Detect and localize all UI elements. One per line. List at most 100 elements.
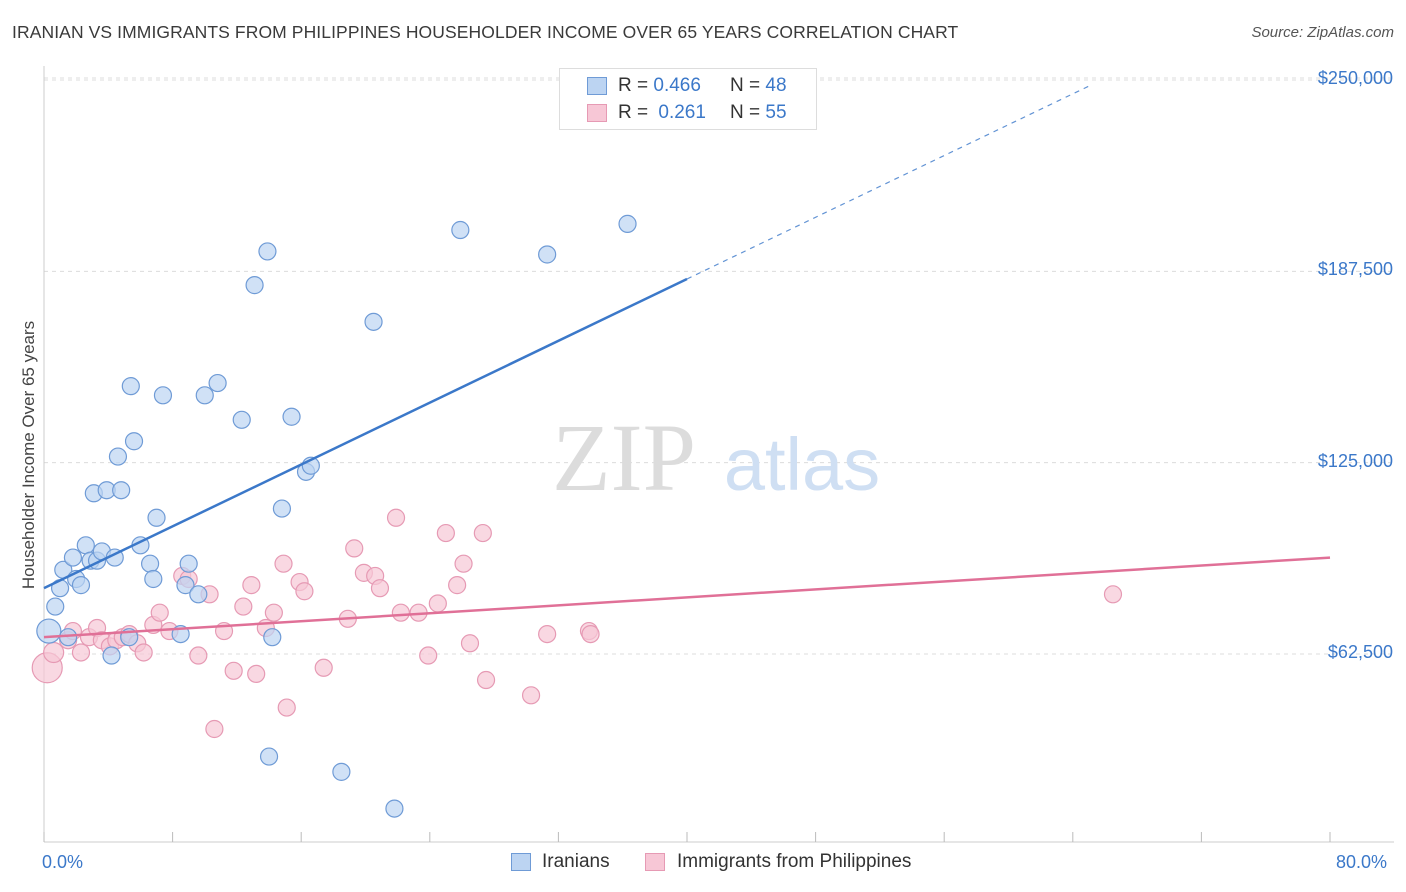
philippines-point-46 — [454, 554, 473, 573]
philippines-point-39 — [386, 508, 406, 527]
iranian-point-33 — [245, 276, 264, 295]
iranian-point-16 — [108, 447, 128, 466]
iranian-point-20 — [124, 432, 144, 451]
philippines-point-38 — [370, 579, 390, 598]
legend-r-label: R = — [618, 102, 649, 123]
iranian-point-41 — [332, 762, 351, 781]
iranians-trend-line — [43, 277, 688, 590]
watermark-atlas: atlas — [724, 423, 880, 506]
philippines-point-30 — [277, 698, 296, 717]
philippines-point-47 — [460, 634, 480, 653]
legend-n-value: 48 — [765, 75, 787, 96]
iranian-point-31 — [208, 373, 227, 393]
legend-row-iranians: R = 0.466 N = 48 — [560, 74, 818, 100]
iranian-point-36 — [263, 628, 282, 647]
philippines-point-48 — [473, 523, 492, 543]
iranian-point-34 — [258, 242, 277, 261]
philippines-point-42 — [419, 646, 438, 665]
iranian-point-23 — [144, 569, 163, 589]
x-tick-label-min: 0.0% — [42, 852, 84, 872]
bottom-legend-iranians: Iranians — [511, 851, 631, 877]
iranian-point-19 — [121, 377, 140, 396]
legend-r-value: 0.261 — [658, 102, 706, 123]
iranian-point-46 — [618, 214, 637, 233]
philippines-point-26 — [247, 664, 266, 683]
iranian-point-14 — [102, 646, 121, 665]
philippines-point-32 — [295, 582, 314, 601]
philippines-point-1 — [43, 641, 65, 664]
philippines-point-40 — [391, 603, 410, 622]
legend-r-label: R = — [618, 75, 649, 96]
bottom-legend-label-iranians: Iranians — [542, 851, 610, 872]
legend-n-value: 55 — [765, 102, 787, 123]
y-tick-label-3: $250,000 — [1317, 68, 1393, 88]
legend-n-iranians: N = 48 — [730, 75, 787, 97]
iranian-point-38 — [282, 407, 301, 426]
iranian-point-24 — [147, 508, 166, 527]
y-tick-label-2: $187,500 — [1317, 259, 1393, 280]
iranians-trend-extension — [686, 85, 1090, 280]
legend-r-value: 0.466 — [653, 75, 701, 96]
legend-swatch-pink — [587, 104, 607, 122]
bottom-legend-swatch-blue — [511, 853, 531, 871]
iranian-point-28 — [179, 554, 198, 573]
source-credit: Source: ZipAtlas.com — [1251, 24, 1394, 41]
trend-lines — [43, 85, 1331, 639]
philippines-point-19 — [189, 646, 208, 665]
philippines-point-45 — [448, 576, 467, 595]
legend-swatch-blue — [587, 77, 607, 95]
iranian-point-17 — [112, 481, 131, 500]
philippines-point-28 — [264, 603, 283, 622]
philippines-point-35 — [345, 539, 364, 558]
bottom-legend-label-philippines: Immigrants from Philippines — [677, 851, 912, 872]
philippines-point-54 — [1103, 585, 1123, 604]
iranian-point-5 — [63, 548, 83, 567]
philippines-point-51 — [538, 625, 557, 644]
philippines-point-21 — [205, 719, 224, 739]
iranian-point-35 — [259, 747, 279, 766]
philippines-point-25 — [242, 576, 261, 595]
philippines-point-53 — [581, 625, 600, 644]
legend-r-philippines: R = 0.261 — [618, 102, 706, 124]
philippines-point-13 — [134, 643, 153, 662]
watermark-zip: ZIP — [552, 404, 696, 511]
iranian-point-42 — [364, 312, 383, 331]
iranian-point-0 — [36, 618, 62, 644]
iranian-point-1 — [46, 597, 65, 616]
philippines-point-23 — [224, 661, 243, 680]
iranian-point-7 — [71, 576, 91, 595]
iranian-point-27 — [176, 576, 195, 595]
philippines-trend-line — [43, 556, 1331, 639]
bottom-legend-swatch-pink — [645, 853, 665, 871]
chart-title: IRANIAN VS IMMIGRANTS FROM PHILIPPINES H… — [12, 22, 959, 42]
legend-n-philippines: N = 55 — [730, 102, 787, 124]
y-tick-label-1: $125,000 — [1317, 450, 1393, 471]
philippines-point-4 — [71, 643, 91, 662]
axes — [43, 66, 1394, 843]
philippines-point-49 — [476, 670, 496, 690]
legend-r-iranians: R = 0.466 — [618, 75, 701, 97]
iranian-point-22 — [140, 554, 160, 573]
grid-lines — [44, 77, 1394, 655]
iranian-point-32 — [232, 410, 251, 429]
philippines-point-50 — [521, 686, 541, 705]
legend-n-label: N = — [730, 75, 761, 96]
legend-n-label: N = — [730, 102, 761, 123]
philippines-point-24 — [234, 597, 253, 616]
series-philippines-points — [31, 508, 1123, 739]
series-iranians-points — [36, 214, 637, 818]
iranian-point-8 — [76, 536, 95, 555]
y-tick-label-0: $62,500 — [1327, 642, 1393, 662]
philippines-point-29 — [274, 554, 293, 573]
iranian-point-43 — [385, 799, 404, 818]
philippines-point-44 — [436, 523, 455, 543]
bottom-legend-philippines: Immigrants from Philippines — [645, 851, 945, 877]
iranian-point-37 — [272, 499, 292, 518]
philippines-point-43 — [428, 594, 447, 613]
x-tick-label-max: 80.0% — [1336, 852, 1388, 872]
philippines-point-33 — [314, 658, 333, 677]
iranian-point-45 — [538, 245, 557, 264]
iranian-point-25 — [153, 386, 173, 405]
iranian-point-29 — [189, 585, 208, 604]
